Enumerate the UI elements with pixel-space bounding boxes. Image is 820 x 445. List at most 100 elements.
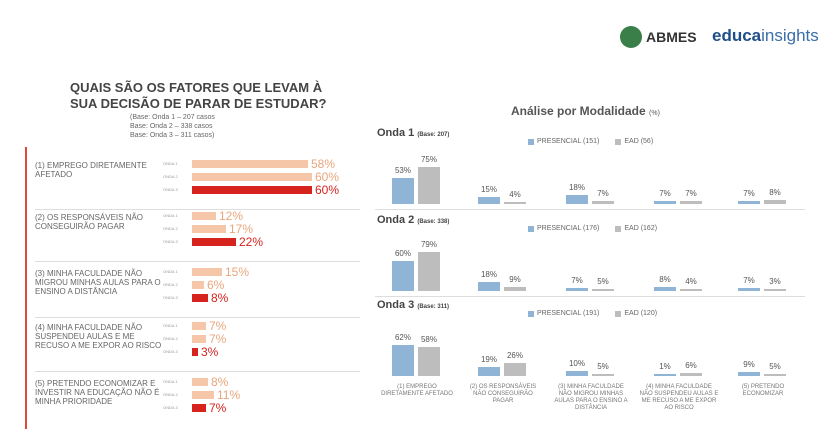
bar-value-label: 7% — [209, 401, 227, 415]
wave-tag: ONDA 3 — [163, 187, 178, 192]
wave-tag: ONDA 1 — [163, 379, 178, 384]
bar — [192, 404, 206, 412]
bar — [478, 282, 500, 291]
bar — [764, 200, 786, 204]
bar-value-label: 5% — [597, 361, 609, 371]
bar — [192, 212, 216, 220]
wave-tag: ONDA 2 — [163, 392, 178, 397]
bar — [478, 366, 500, 376]
bar — [654, 287, 676, 291]
bar-value-label: 7% — [743, 275, 755, 285]
bar-value-label: 5% — [769, 361, 781, 371]
bar — [566, 371, 588, 376]
wave-tag: ONDA 2 — [163, 336, 178, 341]
bar — [392, 177, 414, 204]
wave-title-base: (Base: 207) — [417, 132, 450, 138]
wave-legend: PRESENCIAL (151) EAD (56) — [528, 138, 653, 145]
bar — [764, 289, 786, 291]
bar-value-label: 1% — [659, 362, 671, 371]
bar — [680, 289, 702, 291]
bar — [738, 371, 760, 376]
legend-swatch-ead — [615, 225, 622, 232]
bar — [192, 238, 236, 246]
bar-value-label: 7% — [685, 188, 697, 198]
wave-title-name: Onda 3 — [377, 299, 418, 311]
bar — [654, 200, 676, 204]
legend-swatch-ead — [615, 138, 622, 145]
bar-value-label: 7% — [209, 319, 227, 333]
bar-value-label: 8% — [211, 291, 229, 305]
wave-title-base: (Base: 311) — [417, 304, 450, 310]
right-chart-title-text: Análise por Modalidade — [511, 104, 646, 118]
bar-value-label: 8% — [769, 188, 781, 197]
bar — [192, 173, 312, 181]
bar-value-label: 4% — [509, 190, 521, 199]
bar — [192, 335, 206, 343]
bar — [504, 286, 526, 291]
wave-tag: ONDA 2 — [163, 282, 178, 287]
bar-value-label: 3% — [201, 345, 219, 359]
legend-label-presencial: PRESENCIAL (151) — [537, 138, 600, 145]
educa-insights-logo: educainsights — [712, 26, 819, 46]
bar — [392, 345, 414, 376]
bar — [192, 160, 308, 168]
bar-value-label: 18% — [568, 183, 585, 192]
wave-tag: ONDA 2 — [163, 226, 178, 231]
legend-label-ead: EAD (120) — [624, 310, 658, 317]
group-divider — [35, 261, 360, 262]
legend-label-ead: EAD (56) — [624, 138, 654, 145]
bar — [192, 348, 198, 356]
bar-value-label: 60% — [315, 183, 340, 197]
bar-value-label: 62% — [394, 333, 411, 342]
bar-value-label: 18% — [480, 270, 497, 279]
bar — [504, 363, 526, 376]
legend-swatch-presencial — [528, 310, 534, 317]
bar-value-label: 19% — [480, 354, 497, 364]
bar-value-label: 15% — [225, 265, 250, 279]
abmes-logo-icon — [620, 26, 642, 48]
bar — [192, 294, 208, 302]
bar — [192, 378, 208, 386]
bar-value-label: 10% — [568, 359, 585, 368]
bar-value-label: 7% — [571, 275, 583, 285]
group-divider — [35, 371, 360, 372]
factor-label: (3) MINHA FACULDADE NÃO MIGROU MINHAS AU… — [35, 269, 161, 296]
legend-swatch-ead — [615, 310, 622, 317]
base-line: Base: Onda 2 – 338 casos — [130, 123, 213, 130]
bar — [566, 287, 588, 291]
bar — [192, 281, 204, 289]
bar — [418, 347, 440, 376]
legend-swatch-presencial — [528, 138, 534, 145]
factor-label: (2) OS RESPONSÁVEIS NÃO CONSEGUIRÃO PAGA… — [35, 213, 144, 231]
bar-value-label: 26% — [506, 351, 523, 360]
bar-value-label: 58% — [420, 335, 437, 344]
bar-value-label: 53% — [394, 165, 411, 175]
category-label: (3) MINHA FACULDADE NÃO MIGROU MINHAS AU… — [554, 384, 628, 411]
wave-title: Onda 1 (Base: 207) — [377, 127, 449, 139]
bar-value-label: 60% — [394, 249, 411, 258]
bar — [764, 373, 786, 376]
bar — [680, 373, 702, 376]
bar-value-label: 15% — [480, 184, 497, 194]
wave-title-base: (Base: 338) — [417, 219, 450, 225]
left-base-info: (Base: Onda 1 – 207 casos Base: Onda 2 –… — [130, 113, 215, 140]
bar — [504, 202, 526, 204]
wave-title-name: Onda 1 — [377, 127, 418, 139]
bar — [192, 322, 206, 330]
bar-value-label: 9% — [743, 359, 755, 369]
factor-label: (1) EMPREGO DIRETAMENTE AFETADO — [35, 161, 147, 179]
bar-value-label: 8% — [211, 375, 229, 389]
bar — [192, 186, 312, 194]
wave-divider — [375, 209, 805, 210]
legend-label-presencial: PRESENCIAL (176) — [537, 225, 600, 232]
legend-label-presencial: PRESENCIAL (191) — [537, 310, 600, 317]
right-chart-title: Análise por Modalidade (%) — [511, 104, 660, 118]
bar-value-label: 11% — [217, 388, 241, 402]
bar-value-label: 9% — [509, 274, 521, 284]
bar — [592, 288, 614, 291]
bar — [418, 251, 440, 291]
bar-value-label: 12% — [219, 209, 244, 223]
wave-tag: ONDA 1 — [163, 269, 178, 274]
category-label: (2) OS RESPONSÁVEIS NÃO CONSEGUIRÃO PAGA… — [469, 384, 537, 404]
bar-value-label: 17% — [229, 222, 254, 236]
